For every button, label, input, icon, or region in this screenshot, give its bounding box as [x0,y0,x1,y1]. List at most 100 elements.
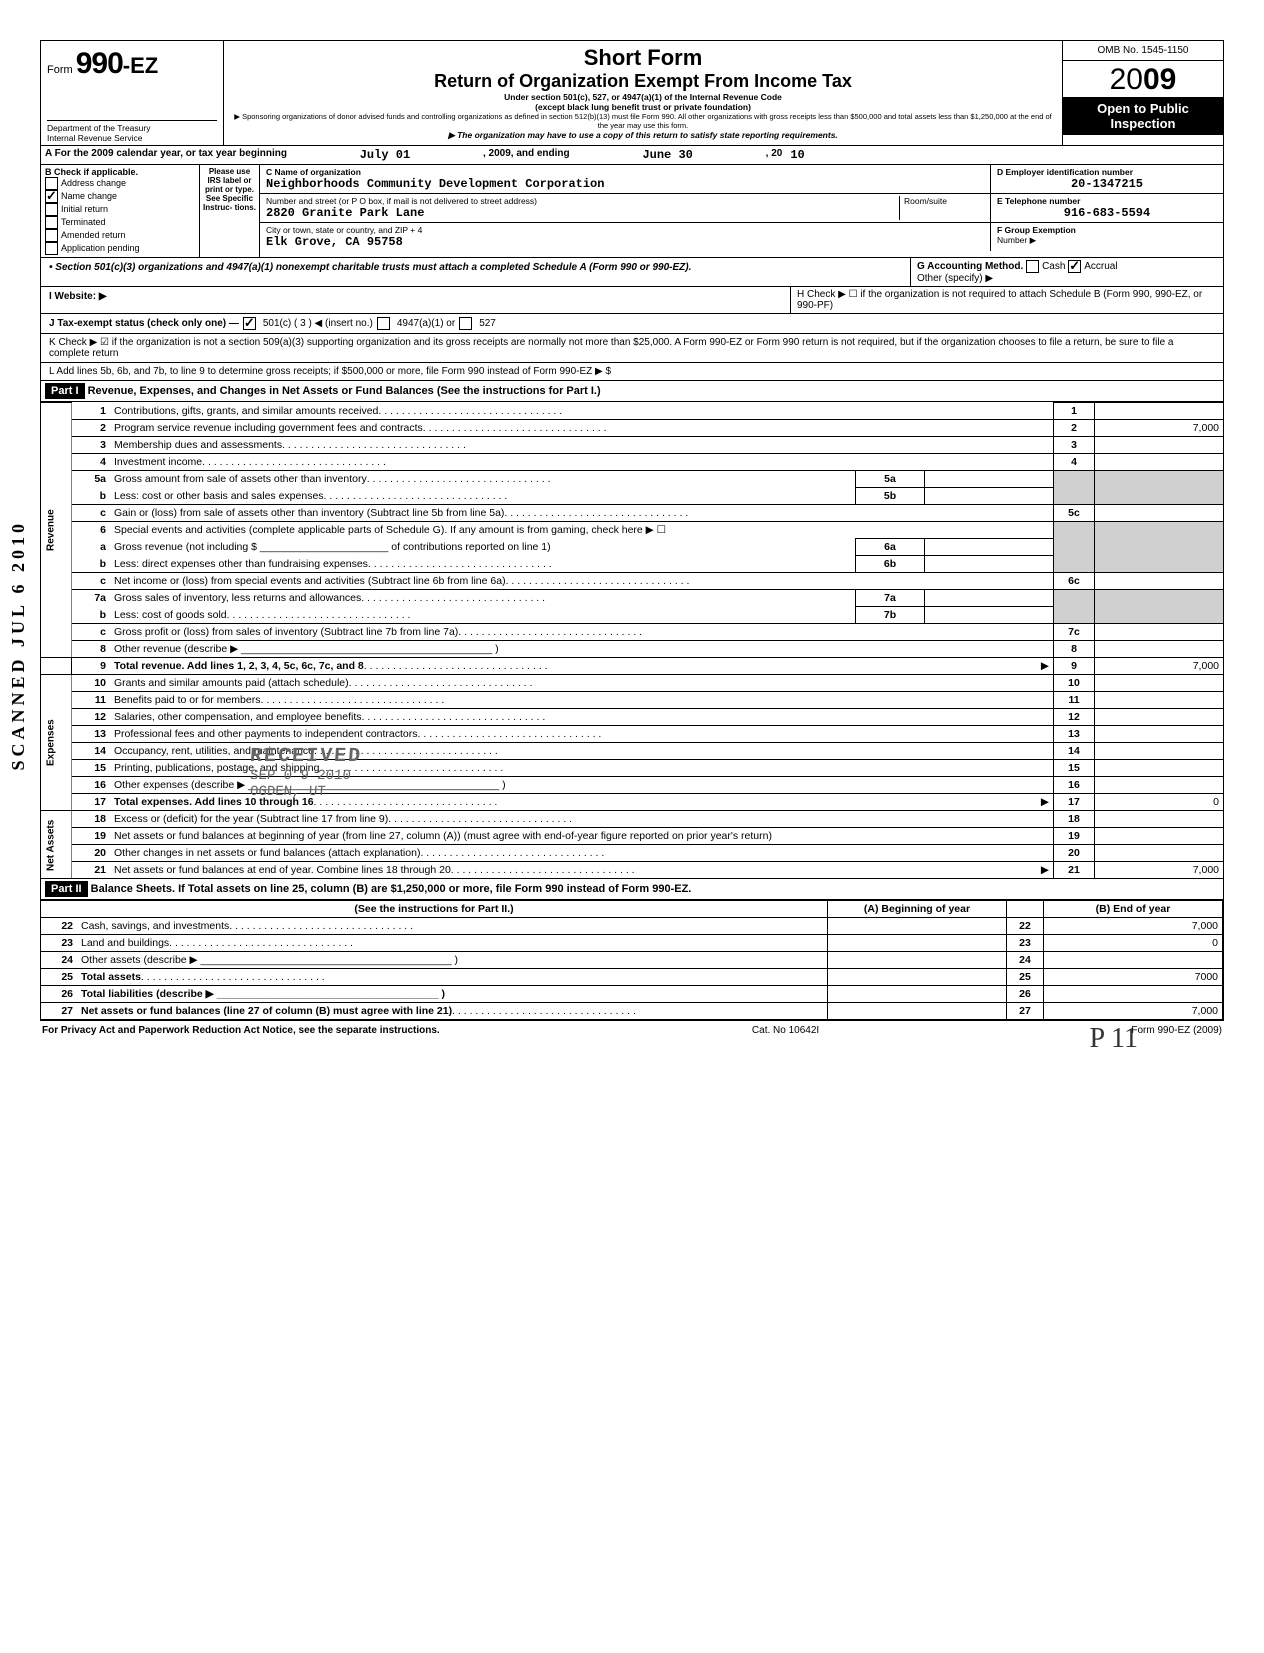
j-501c: 501(c) ( 3 ) ◀ (insert no.) [263,318,373,329]
open-line2: Inspection [1065,116,1221,131]
section-501c3-note: • Section 501(c)(3) organizations and 49… [41,258,910,286]
title-short-form: Short Form [232,45,1054,71]
line-20-desc: Other changes in net assets or fund bala… [114,847,420,859]
line-7a-desc: Gross sales of inventory, less returns a… [114,592,361,604]
open-to-public: Open to Public Inspection [1063,97,1223,135]
col-a-header: (A) Beginning of year [828,901,1007,918]
chk-initial-return[interactable] [45,203,58,216]
chk-amended[interactable] [45,229,58,242]
subtitle-1: Under section 501(c), 527, or 4947(a)(1)… [232,92,1054,102]
d-label: D Employer identification number [997,167,1217,177]
dept-treasury: Department of the Treasury [47,123,217,133]
year-suffix: 09 [1143,63,1176,96]
omb-number: OMB No. 1545-1150 [1063,41,1223,61]
chk-4947[interactable] [377,317,390,330]
b-item-3: Terminated [61,217,106,227]
form-number: Form 990-EZ [47,47,217,81]
b-item-2: Initial return [61,204,108,214]
chk-527[interactable] [459,317,472,330]
chk-pending[interactable] [45,242,58,255]
line-12-desc: Salaries, other compensation, and employ… [114,711,361,723]
part-2-instr: (See the instructions for Part II.) [41,901,828,918]
line-8-desc: Other revenue (describe ▶ [114,643,238,655]
line-5a-desc: Gross amount from sale of assets other t… [114,473,367,485]
line-6a-desc: Gross revenue (not including $ _________… [114,541,551,553]
chk-name-change[interactable] [45,190,58,203]
page-footer: For Privacy Act and Paperwork Reduction … [40,1021,1224,1040]
h-schedule-b: H Check ▶ ☐ if the organization is not r… [790,287,1223,313]
amt-9: 7,000 [1095,658,1224,675]
line-5c-desc: Gain or (loss) from sale of assets other… [114,507,504,519]
year-begin: July 01 [291,146,479,164]
g-label: G Accounting Method. [917,261,1023,272]
line-21-desc: Net assets or fund balances at end of ye… [114,864,451,876]
block-b-to-f: B Check if applicable. Address change Na… [41,165,1223,258]
line-3-desc: Membership dues and assessments [114,439,282,451]
bs-25-desc: Total assets [81,971,141,983]
line-5b-desc: Less: cost or other basis and sales expe… [114,490,324,502]
year-end-yy: 10 [786,146,808,164]
please-use-label: Please use IRS label or print or type. S… [200,165,260,257]
line-10-desc: Grants and similar amounts paid (attach … [114,677,349,689]
row-a-mid: , 2009, and ending [479,146,574,164]
lines-table: Revenue 1 Contributions, gifts, grants, … [41,402,1223,879]
part-1-header: Part I Revenue, Expenses, and Changes in… [41,381,1223,402]
street-label: Number and street (or P O box, if mail i… [266,196,899,206]
amt-1 [1095,403,1224,420]
bs-23-desc: Land and buildings [81,937,169,949]
j-4947: 4947(a)(1) or [397,318,455,329]
bs-22-b: 7,000 [1044,918,1223,935]
form-number-main: 990 [76,47,123,80]
part-1-bar: Part I [45,383,85,399]
line-6b-desc: Less: direct expenses other than fundrai… [114,558,368,570]
j-527: 527 [479,318,496,329]
line-9-desc: Total revenue. Add lines 1, 2, 3, 4, 5c,… [114,660,364,672]
chk-terminated[interactable] [45,216,58,229]
year-prefix: 20 [1110,63,1143,96]
ein: 20-1347215 [997,177,1217,191]
chk-501c[interactable] [243,317,256,330]
amt-17: 0 [1095,794,1224,811]
side-net-assets: Net Assets [41,811,72,879]
line-13-desc: Professional fees and other payments to … [114,728,418,740]
row-k: K Check ▶ ☑ if the organization is not a… [41,334,1223,363]
j-label: J Tax-exempt status (check only one) — [49,318,239,329]
form-number-suffix: -EZ [123,53,158,78]
year-end: June 30 [574,146,762,164]
scanned-stamp: SCANNED JUL 6 2010 [8,520,29,771]
side-revenue: Revenue [41,403,72,658]
open-line1: Open to Public [1065,101,1221,116]
chk-cash[interactable] [1026,260,1039,273]
g-accrual: Accrual [1084,261,1117,272]
footer-cat-no: Cat. No 10642I [752,1025,819,1036]
line-6c-desc: Net income or (loss) from special events… [114,575,506,587]
part-2-header: Part II Balance Sheets. If Total assets … [41,879,1223,900]
side-expenses: Expenses [41,675,72,811]
city-label: City or town, state or country, and ZIP … [266,225,984,235]
form-header: Form 990-EZ Department of the Treasury I… [41,41,1223,146]
footer-left: For Privacy Act and Paperwork Reduction … [42,1025,440,1036]
handwritten-note: P 11 [1090,1023,1139,1055]
line-18-desc: Excess or (deficit) for the year (Subtra… [114,813,388,825]
line-7b-desc: Less: cost of goods sold [114,609,227,621]
bs-26-desc: Total liabilities (describe ▶ __________… [81,988,445,1000]
dept-irs: Internal Revenue Service [47,133,217,143]
title-return: Return of Organization Exempt From Incom… [232,71,1054,92]
i-website: I Website: ▶ [49,291,782,302]
f-label2: Number ▶ [997,235,1217,246]
g-cash: Cash [1042,261,1065,272]
subtitle-3: ▶ Sponsoring organizations of donor advi… [232,112,1054,130]
room-label: Room/suite [904,196,984,206]
bs-27-b: 7,000 [1044,1003,1223,1020]
bs-22-desc: Cash, savings, and investments [81,920,229,932]
b-item-1: Name change [61,191,117,201]
col-b-checkboxes: B Check if applicable. Address change Na… [41,165,200,257]
row-a-y20: , 20 [762,146,787,164]
subtitle-2: (except black lung benefit trust or priv… [232,102,1054,112]
chk-accrual[interactable] [1068,260,1081,273]
box-1: 1 [1054,403,1095,420]
tax-year: 2009 [1063,61,1223,97]
part-2-title: Balance Sheets. If Total assets on line … [91,883,692,895]
line-1-desc: Contributions, gifts, grants, and simila… [114,405,378,417]
b-item-4: Amended return [61,230,126,240]
